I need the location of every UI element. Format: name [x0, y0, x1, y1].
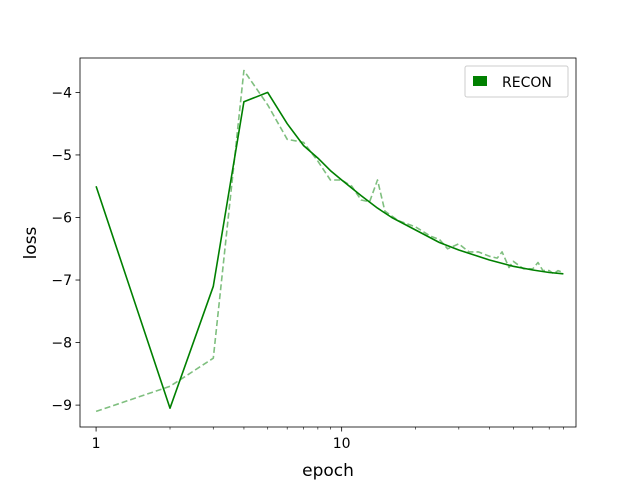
y-axis-label: loss: [21, 226, 41, 259]
y-tick-label: −6: [51, 210, 72, 226]
y-tick-label: −8: [51, 336, 72, 352]
legend: RECON: [464, 65, 569, 98]
legend-box: [464, 65, 569, 98]
x-axis-label: epoch: [302, 461, 354, 480]
y-tick-label: −4: [51, 85, 72, 101]
y-tick-label: −7: [51, 273, 72, 289]
y-tick-label: −5: [51, 148, 72, 164]
series-line-recon: [95, 91, 564, 410]
x-tick-label: 1: [92, 436, 101, 452]
legend-swatch-recon: [473, 76, 487, 86]
x-axis: 1 10: [92, 427, 564, 452]
legend-label-recon: RECON: [502, 75, 552, 91]
series-layer: [95, 69, 564, 413]
y-tick-label: −9: [51, 398, 72, 414]
plot-frame: [79, 57, 577, 428]
x-tick-label: 10: [333, 436, 351, 452]
y-axis: −9 −8 −7 −6 −5 −4: [51, 85, 80, 414]
